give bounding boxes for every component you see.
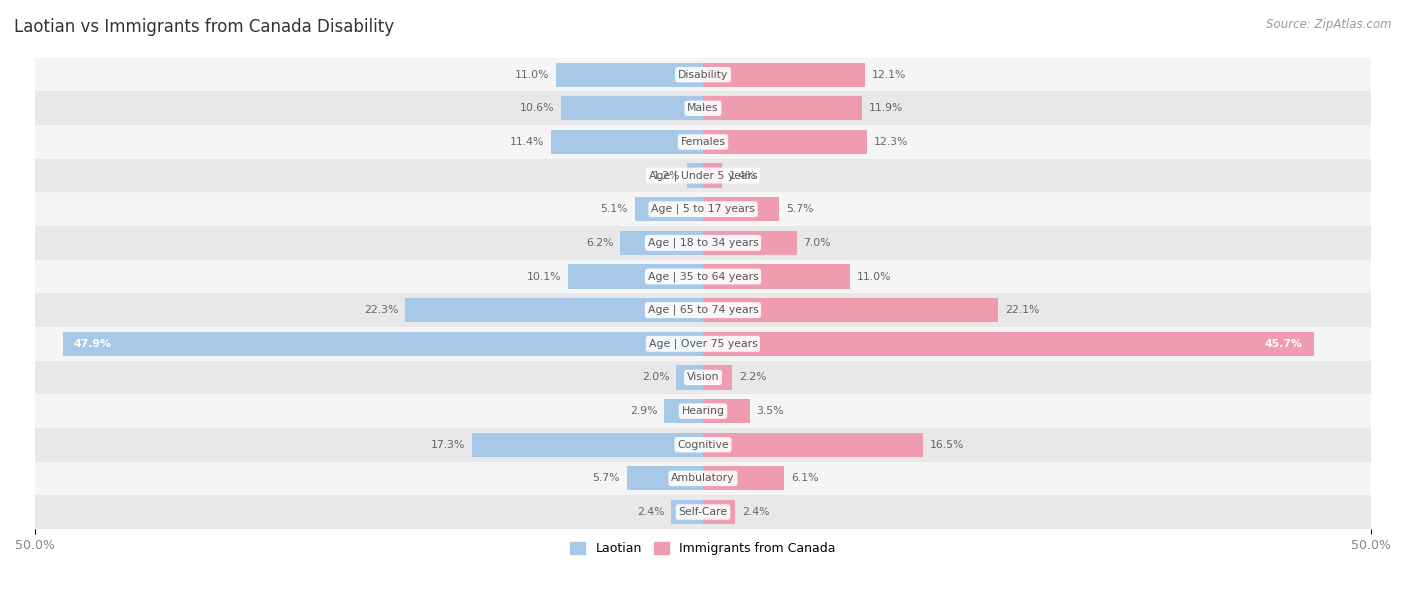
Text: 12.1%: 12.1% [872, 70, 905, 80]
Legend: Laotian, Immigrants from Canada: Laotian, Immigrants from Canada [565, 537, 841, 560]
Bar [35, 192, 1371, 226]
Bar [35, 360, 1371, 394]
Text: 3.5%: 3.5% [756, 406, 785, 416]
Bar [703, 163, 721, 188]
Bar [35, 394, 1371, 428]
Bar [703, 365, 733, 390]
Bar [703, 298, 998, 323]
Bar [472, 433, 703, 457]
Text: 11.0%: 11.0% [856, 272, 891, 282]
Text: 7.0%: 7.0% [803, 238, 831, 248]
Text: 10.1%: 10.1% [527, 272, 561, 282]
Bar [35, 428, 1371, 461]
Bar [676, 365, 703, 390]
Text: 1.4%: 1.4% [728, 171, 756, 181]
Text: Females: Females [681, 137, 725, 147]
Bar [620, 231, 703, 255]
Text: 10.6%: 10.6% [520, 103, 555, 113]
Text: 11.9%: 11.9% [869, 103, 903, 113]
Bar [703, 130, 868, 154]
Text: 2.0%: 2.0% [643, 373, 669, 382]
Text: Age | 18 to 34 years: Age | 18 to 34 years [648, 237, 758, 248]
Bar [35, 58, 1371, 91]
Text: 5.7%: 5.7% [593, 473, 620, 483]
Text: 1.2%: 1.2% [652, 171, 681, 181]
Bar [688, 163, 703, 188]
Text: 16.5%: 16.5% [931, 440, 965, 450]
Text: Hearing: Hearing [682, 406, 724, 416]
Bar [664, 399, 703, 423]
Text: 22.1%: 22.1% [1005, 305, 1039, 315]
Bar [35, 159, 1371, 192]
Bar [35, 461, 1371, 495]
Bar [636, 197, 703, 222]
Text: 45.7%: 45.7% [1265, 339, 1303, 349]
Bar [35, 226, 1371, 259]
Bar [568, 264, 703, 289]
Text: Self-Care: Self-Care [679, 507, 727, 517]
Text: 17.3%: 17.3% [430, 440, 465, 450]
Bar [703, 264, 851, 289]
Bar [627, 466, 703, 490]
Text: Age | 5 to 17 years: Age | 5 to 17 years [651, 204, 755, 214]
Text: Disability: Disability [678, 70, 728, 80]
Bar [35, 293, 1371, 327]
Text: Source: ZipAtlas.com: Source: ZipAtlas.com [1267, 18, 1392, 31]
Bar [35, 91, 1371, 125]
Text: 2.9%: 2.9% [630, 406, 658, 416]
Bar [63, 332, 703, 356]
Bar [551, 130, 703, 154]
Bar [405, 298, 703, 323]
Text: 5.1%: 5.1% [600, 204, 628, 214]
Bar [703, 466, 785, 490]
Text: 6.2%: 6.2% [586, 238, 613, 248]
Bar [703, 500, 735, 524]
Bar [703, 62, 865, 87]
Text: 11.4%: 11.4% [509, 137, 544, 147]
Text: 22.3%: 22.3% [364, 305, 398, 315]
Text: Males: Males [688, 103, 718, 113]
Text: 47.9%: 47.9% [73, 339, 111, 349]
Bar [703, 96, 862, 121]
Bar [703, 433, 924, 457]
Text: Age | 35 to 64 years: Age | 35 to 64 years [648, 271, 758, 282]
Bar [703, 197, 779, 222]
Text: 12.3%: 12.3% [875, 137, 908, 147]
Text: Age | 65 to 74 years: Age | 65 to 74 years [648, 305, 758, 315]
Text: 2.4%: 2.4% [637, 507, 664, 517]
Bar [561, 96, 703, 121]
Bar [555, 62, 703, 87]
Bar [703, 332, 1313, 356]
Text: Cognitive: Cognitive [678, 440, 728, 450]
Text: Age | Under 5 years: Age | Under 5 years [648, 170, 758, 181]
Text: 6.1%: 6.1% [792, 473, 818, 483]
Bar [35, 327, 1371, 360]
Text: Age | Over 75 years: Age | Over 75 years [648, 338, 758, 349]
Bar [35, 495, 1371, 529]
Text: 2.4%: 2.4% [742, 507, 769, 517]
Bar [703, 231, 797, 255]
Text: 5.7%: 5.7% [786, 204, 813, 214]
Bar [35, 259, 1371, 293]
Bar [35, 125, 1371, 159]
Text: 2.2%: 2.2% [740, 373, 766, 382]
Bar [703, 399, 749, 423]
Text: Ambulatory: Ambulatory [671, 473, 735, 483]
Text: Vision: Vision [686, 373, 720, 382]
Text: 11.0%: 11.0% [515, 70, 550, 80]
Text: Laotian vs Immigrants from Canada Disability: Laotian vs Immigrants from Canada Disabi… [14, 18, 394, 36]
Bar [671, 500, 703, 524]
